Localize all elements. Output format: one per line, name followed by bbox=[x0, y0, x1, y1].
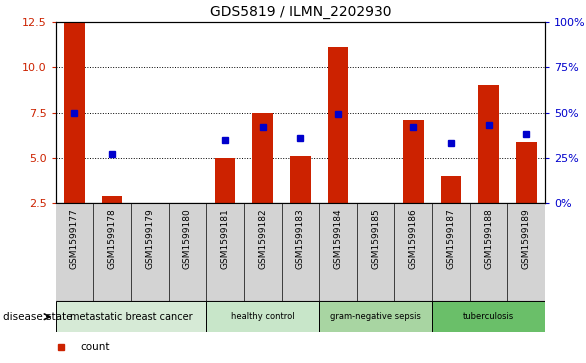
Text: GSM1599187: GSM1599187 bbox=[447, 208, 455, 269]
Text: disease state: disease state bbox=[3, 312, 73, 322]
Bar bbox=[478, 85, 499, 203]
Text: metastatic breast cancer: metastatic breast cancer bbox=[70, 312, 192, 322]
Bar bbox=[516, 142, 537, 203]
Bar bbox=[214, 158, 236, 203]
Text: GSM1599182: GSM1599182 bbox=[258, 208, 267, 269]
Title: GDS5819 / ILMN_2202930: GDS5819 / ILMN_2202930 bbox=[210, 5, 391, 19]
Bar bbox=[102, 196, 122, 203]
Bar bbox=[432, 301, 545, 332]
Bar bbox=[290, 156, 311, 203]
Text: healthy control: healthy control bbox=[231, 312, 295, 321]
Text: GSM1599188: GSM1599188 bbox=[484, 208, 493, 269]
Text: gram-negative sepsis: gram-negative sepsis bbox=[330, 312, 421, 321]
Text: GSM1599179: GSM1599179 bbox=[145, 208, 154, 269]
Bar bbox=[56, 301, 206, 332]
Bar bbox=[206, 301, 319, 332]
Text: GSM1599183: GSM1599183 bbox=[296, 208, 305, 269]
Text: GSM1599185: GSM1599185 bbox=[371, 208, 380, 269]
Text: GSM1599181: GSM1599181 bbox=[220, 208, 230, 269]
Bar bbox=[319, 301, 432, 332]
Text: GSM1599180: GSM1599180 bbox=[183, 208, 192, 269]
Bar bbox=[441, 176, 461, 203]
Text: GSM1599178: GSM1599178 bbox=[108, 208, 117, 269]
Bar bbox=[403, 120, 424, 203]
Text: count: count bbox=[80, 342, 110, 352]
Bar bbox=[253, 113, 273, 203]
Text: GSM1599186: GSM1599186 bbox=[409, 208, 418, 269]
Bar bbox=[328, 47, 348, 203]
Bar bbox=[64, 22, 85, 203]
Text: tuberculosis: tuberculosis bbox=[463, 312, 514, 321]
Text: GSM1599184: GSM1599184 bbox=[333, 208, 342, 269]
Text: GSM1599189: GSM1599189 bbox=[522, 208, 531, 269]
Text: GSM1599177: GSM1599177 bbox=[70, 208, 79, 269]
